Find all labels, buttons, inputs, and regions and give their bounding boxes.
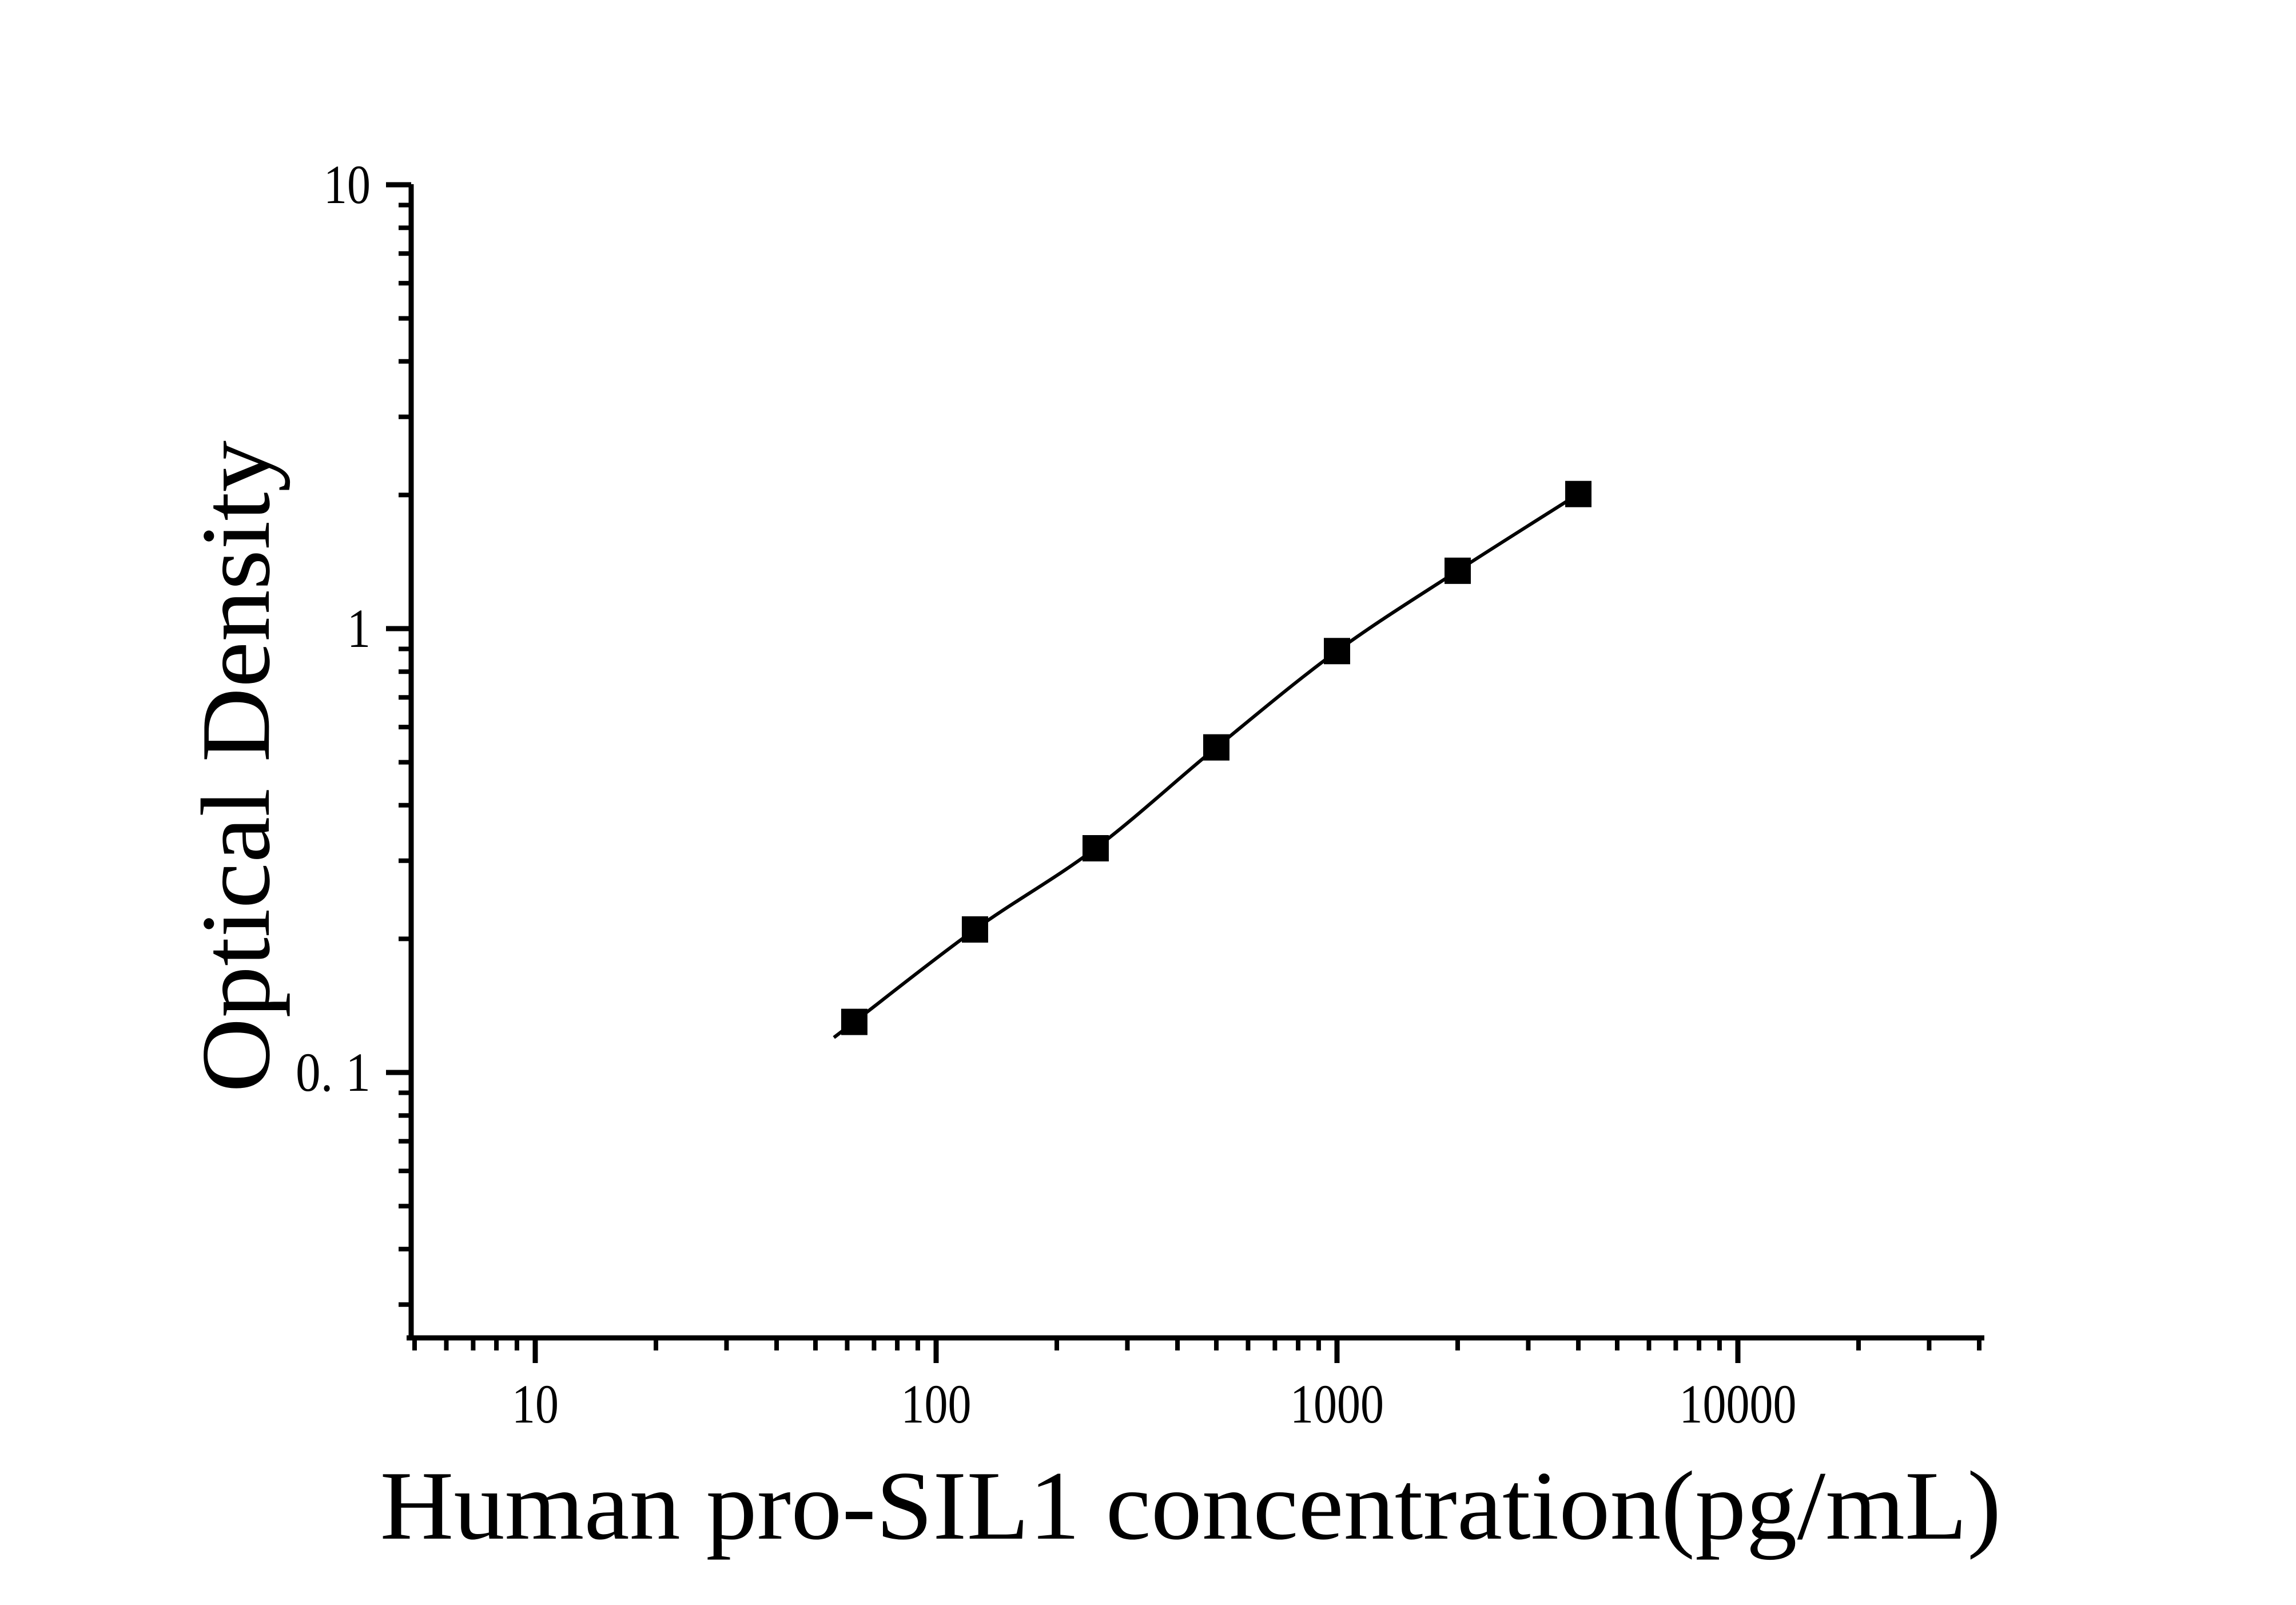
axes	[407, 184, 1984, 1341]
data-point-marker	[1082, 835, 1109, 862]
axis-tick-labels: 10 100 1000 10000 10 1 0. 1	[296, 154, 1797, 1435]
x-tick-label: 10	[512, 1373, 559, 1435]
axis-ticks	[386, 182, 1982, 1363]
x-tick-label: 10000	[1680, 1373, 1797, 1435]
data-point-marker	[961, 916, 988, 943]
data-point-marker	[1445, 557, 1471, 584]
y-axis-title: Optical Density	[182, 440, 291, 1092]
y-tick-label: 0. 1	[296, 1042, 371, 1103]
y-tick-label: 1	[347, 598, 371, 659]
x-axis-title: Human pro-SIL1 concentration(pg/mL)	[380, 1452, 2001, 1560]
y-tick-label: 10	[324, 154, 371, 215]
x-tick-label: 1000	[1290, 1373, 1384, 1435]
data-point-marker	[1565, 480, 1592, 507]
data-point-marker	[1203, 734, 1229, 761]
data-point-marker	[841, 1008, 868, 1035]
x-tick-label: 100	[901, 1373, 972, 1435]
data-point-marker	[1324, 638, 1350, 665]
data-point-markers	[841, 480, 1592, 1035]
